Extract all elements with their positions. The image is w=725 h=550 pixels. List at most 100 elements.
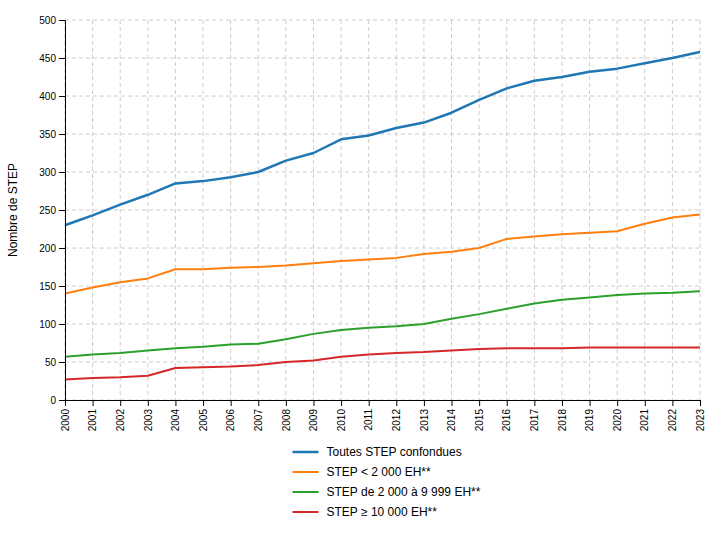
grid-line-x	[617, 20, 618, 400]
y-tick-mark	[59, 362, 65, 363]
x-tick-mark	[590, 400, 591, 406]
y-tick-mark	[59, 286, 65, 287]
x-tick-label: 2003	[143, 409, 154, 432]
grid-line-y	[65, 210, 700, 211]
x-tick-label: 2022	[667, 409, 678, 432]
x-tick: 2017	[529, 400, 540, 431]
x-tick-mark	[258, 400, 259, 406]
x-tick: 2002	[115, 400, 126, 431]
legend-swatch	[293, 491, 319, 493]
grid-line-x	[313, 20, 314, 400]
grid-line-x	[589, 20, 590, 400]
series-line	[65, 52, 700, 225]
x-tick: 2006	[225, 400, 236, 431]
y-axis: 050100150200250300350400450500	[39, 15, 65, 406]
grid-line-y	[65, 134, 700, 135]
y-tick-label: 150	[39, 281, 56, 292]
y-tick-label: 0	[50, 395, 56, 406]
x-tick-label: 2015	[474, 409, 485, 432]
y-tick: 400	[39, 91, 65, 102]
x-tick-label: 2009	[308, 409, 319, 432]
x-tick: 2004	[170, 400, 181, 431]
x-tick: 2005	[198, 400, 209, 431]
y-tick: 150	[39, 281, 65, 292]
x-tick: 2007	[253, 400, 264, 431]
y-axis-title: Nombre de STEP	[6, 163, 20, 257]
plot-area: 2000200120022003200420052006200720082009…	[6, 15, 706, 432]
x-tick-mark	[203, 400, 204, 406]
grid-line-x	[341, 20, 342, 400]
x-tick: 2022	[667, 400, 678, 431]
x-tick: 2023	[695, 400, 706, 431]
grid-line-x	[120, 20, 121, 400]
y-tick-mark	[59, 134, 65, 135]
grid	[65, 20, 700, 400]
grid-line-y	[65, 248, 700, 249]
y-tick-mark	[59, 96, 65, 97]
legend-item: STEP de 2 000 à 9 999 EH**	[293, 485, 481, 499]
grid-line-x	[230, 20, 231, 400]
x-axis: 2000 2001 2002 2003 2004 2005 2006 2007 2008 2009…	[60, 400, 706, 431]
x-tick-label: 2014	[446, 409, 457, 432]
legend-label: STEP ≥ 10 000 EH**	[327, 505, 438, 519]
x-tick-mark	[175, 400, 176, 406]
x-tick: 2009	[308, 400, 319, 431]
x-tick: 2008	[281, 400, 292, 431]
legend-item: Toutes STEP confondues	[293, 445, 462, 459]
grid-line-x	[423, 20, 424, 400]
x-tick-label: 2021	[639, 409, 650, 432]
y-tick-label: 100	[39, 319, 56, 330]
y-tick-label: 300	[39, 167, 56, 178]
legend-swatch	[293, 451, 319, 454]
x-tick: 2021	[639, 400, 650, 431]
y-tick-label: 200	[39, 243, 56, 254]
y-axis-line	[59, 21, 66, 401]
x-tick-mark	[341, 400, 342, 406]
x-tick: 2019	[584, 400, 595, 431]
x-tick-label: 2008	[281, 409, 292, 432]
grid-line-y	[65, 286, 700, 287]
x-tick-mark	[424, 400, 425, 406]
x-axis-line	[66, 401, 701, 407]
legend-item: STEP ≥ 10 000 EH**	[293, 505, 438, 519]
y-tick-label: 250	[39, 205, 56, 216]
y-tick-mark	[59, 248, 65, 249]
grid-line-x	[672, 20, 673, 400]
grid-line-y	[65, 172, 700, 173]
grid-line-y	[65, 58, 700, 59]
x-tick-mark	[148, 400, 149, 406]
x-tick-label: 2007	[253, 409, 264, 432]
x-tick-label: 2012	[391, 409, 402, 432]
x-tick-label: 2018	[557, 409, 568, 432]
x-tick-mark	[452, 400, 453, 406]
x-tick-mark	[369, 400, 370, 406]
y-tick: 500	[39, 15, 65, 26]
x-tick-mark	[645, 400, 646, 406]
legend-swatch	[293, 511, 319, 513]
legend-label: STEP < 2 000 EH**	[327, 465, 432, 479]
y-tick-label: 50	[45, 357, 57, 368]
x-tick: 2003	[143, 400, 154, 431]
y-tick: 250	[39, 205, 65, 216]
grid-line-y	[65, 324, 700, 325]
x-tick-label: 2010	[336, 409, 347, 432]
y-tick: 50	[45, 357, 65, 368]
x-tick-mark	[672, 400, 673, 406]
x-tick: 2013	[419, 400, 430, 431]
lines	[65, 52, 700, 380]
y-tick-mark	[59, 210, 65, 211]
x-tick: 2000	[60, 400, 71, 431]
grid-line-x	[368, 20, 369, 400]
x-tick-label: 2001	[87, 409, 98, 432]
legend-label: STEP de 2 000 à 9 999 EH**	[327, 485, 481, 499]
x-tick-mark	[507, 400, 508, 406]
legend: Toutes STEP confondues STEP < 2 000 EH** S…	[293, 445, 481, 519]
x-tick: 2018	[557, 400, 568, 431]
x-tick-label: 2019	[584, 409, 595, 432]
x-tick: 2011	[363, 400, 374, 431]
x-tick-mark	[231, 400, 232, 406]
x-tick-label: 2004	[170, 409, 181, 432]
grid-line-x	[479, 20, 480, 400]
x-tick-mark	[562, 400, 563, 406]
x-tick-label: 2006	[225, 409, 236, 432]
